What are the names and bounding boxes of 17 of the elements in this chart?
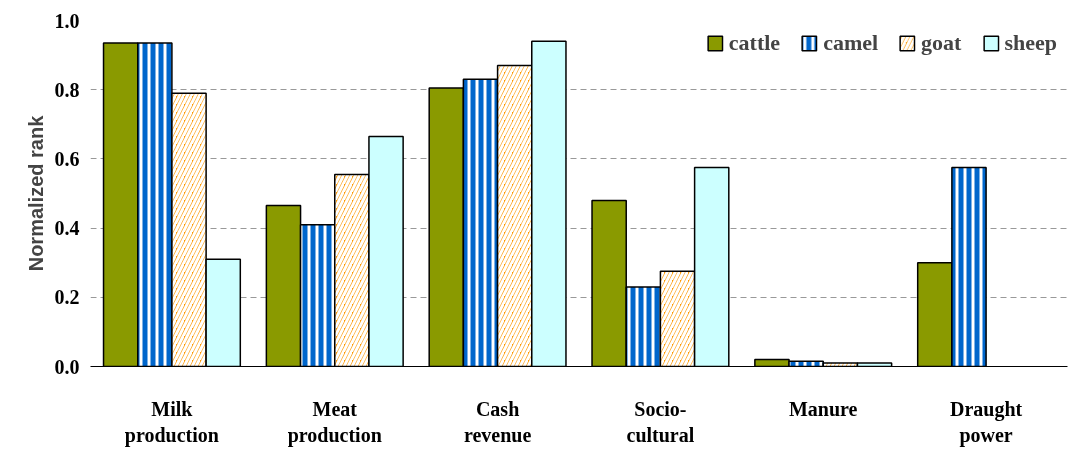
x-tick-label: Manure (788, 397, 858, 420)
legend-label: cattle (728, 30, 781, 56)
legend-label: goat (921, 30, 962, 56)
legend-label: sheep (1004, 30, 1057, 56)
y-tick-label: 0.6 (54, 147, 80, 170)
x-tick-label: Milk production (124, 397, 219, 447)
y-tick-label: 0.2 (54, 286, 80, 309)
x-tick-label: Draught power (949, 397, 1023, 447)
y-axis-title: Normalized rank (24, 114, 47, 272)
x-tick-label: Meat production (287, 397, 382, 447)
y-tick-label: 1.0 (54, 9, 80, 32)
x-tick-label: Socio- cultural (626, 397, 695, 446)
y-tick-label: 0.0 (54, 355, 80, 378)
x-tick-label: Cash revenue (463, 397, 532, 446)
y-tick-label: 0.8 (54, 78, 80, 101)
y-tick-label: 0.4 (54, 217, 80, 240)
legend-label: camel (823, 30, 879, 56)
